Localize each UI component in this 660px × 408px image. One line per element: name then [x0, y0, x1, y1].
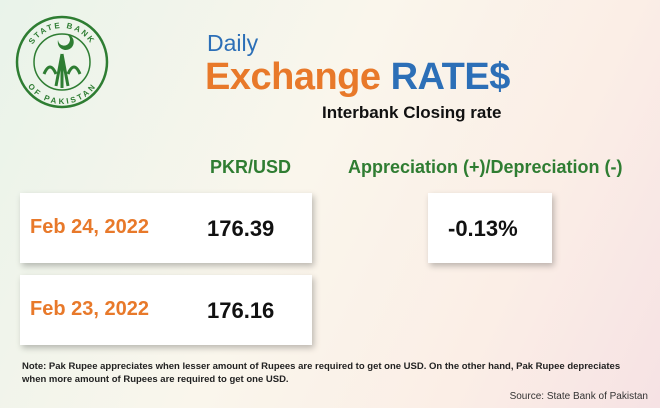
row-date: Feb 24, 2022	[30, 216, 149, 238]
source: Source: State Bank of Pakistan	[509, 391, 648, 402]
row-rate: 176.39	[207, 216, 275, 241]
row-date: Feb 23, 2022	[30, 298, 149, 320]
column-header: PKR/USD	[210, 157, 292, 177]
title-exchange: Exchange	[205, 56, 381, 98]
note: Note: Pak Rupee appreciates when lesser …	[22, 361, 621, 385]
title: Exchange RATE$	[205, 56, 510, 99]
logo: STATE BANK OF PAKISTAN	[15, 15, 109, 109]
change-value: -0.13%	[448, 216, 518, 241]
title-daily: Daily	[207, 30, 259, 56]
change-card: -0.13%	[428, 193, 552, 263]
row-rate: 176.16	[207, 298, 275, 323]
subtitle: Interbank Closing rate	[322, 103, 502, 122]
title-rates: RATE$	[390, 56, 511, 98]
row-card: Feb 23, 2022 176.16	[20, 275, 312, 345]
column-header: Appreciation (+)/Depreciation (-)	[348, 157, 623, 177]
row-card: Feb 24, 2022 176.39	[20, 193, 312, 263]
